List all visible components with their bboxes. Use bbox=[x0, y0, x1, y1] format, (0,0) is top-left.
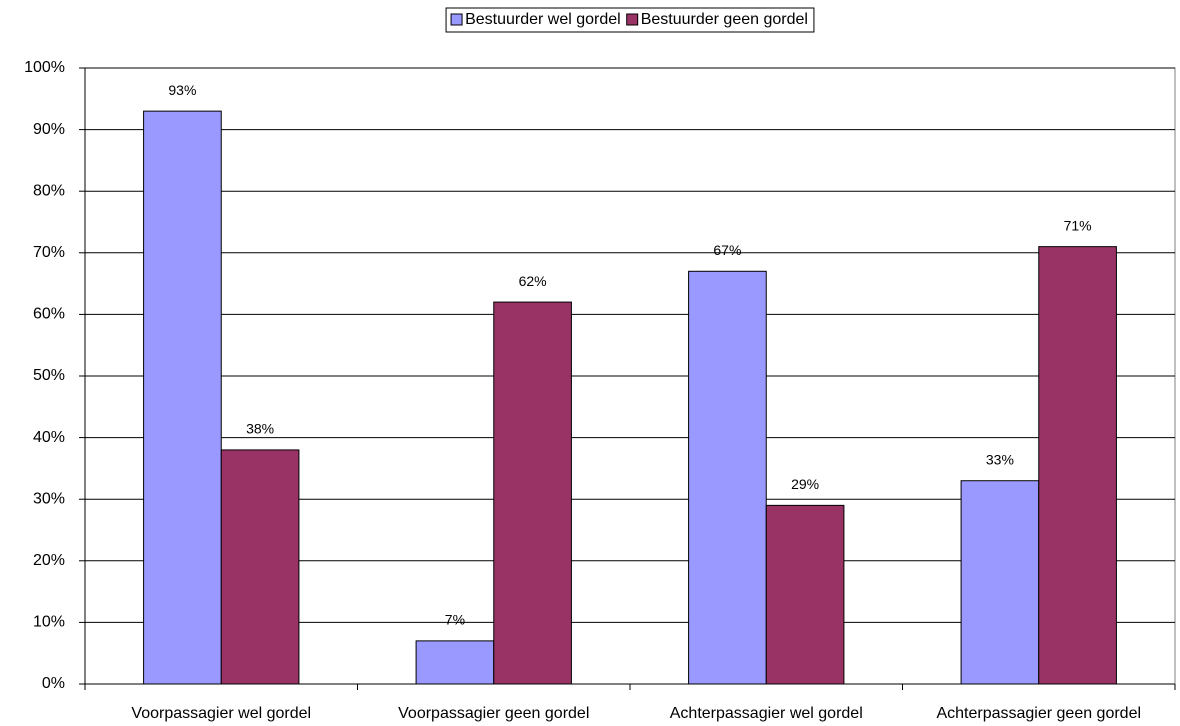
y-tick-label: 70% bbox=[33, 244, 65, 261]
y-tick-label: 60% bbox=[33, 306, 65, 323]
y-tick-label: 90% bbox=[33, 121, 65, 138]
bar bbox=[143, 110, 222, 685]
bar bbox=[493, 301, 572, 685]
value-label: 62% bbox=[519, 273, 547, 289]
value-label: 67% bbox=[713, 242, 741, 258]
legend-swatch bbox=[626, 13, 639, 26]
value-label: 71% bbox=[1064, 217, 1092, 233]
y-tick-label: 20% bbox=[33, 552, 65, 569]
legend-label: Bestuurder geen gordel bbox=[641, 11, 808, 28]
value-label: 33% bbox=[986, 451, 1014, 467]
value-label: 38% bbox=[246, 421, 274, 437]
y-tick-label: 100% bbox=[24, 59, 65, 76]
legend-swatch bbox=[450, 13, 463, 26]
x-tick-label: Voorpassagier geen gordel bbox=[398, 705, 589, 722]
y-tick-label: 40% bbox=[33, 429, 65, 446]
bar bbox=[960, 480, 1040, 685]
bar bbox=[688, 270, 767, 685]
y-tick-label: 80% bbox=[33, 182, 65, 199]
bar bbox=[1038, 246, 1117, 685]
value-label: 29% bbox=[791, 476, 819, 492]
bar bbox=[220, 449, 300, 685]
y-tick-label: 50% bbox=[33, 367, 65, 384]
legend-label: Bestuurder wel gordel bbox=[465, 11, 621, 28]
y-tick-label: 30% bbox=[33, 490, 65, 507]
y-tick-label: 10% bbox=[33, 614, 65, 631]
bar bbox=[765, 504, 845, 685]
value-label: 7% bbox=[445, 612, 465, 628]
x-tick-label: Voorpassagier wel gordel bbox=[131, 705, 311, 722]
y-tick-label: 0% bbox=[42, 675, 65, 692]
bar bbox=[415, 640, 495, 685]
x-tick-label: Achterpassagier wel gordel bbox=[670, 705, 863, 722]
x-tick-label: Achterpassagier geen gordel bbox=[936, 705, 1141, 722]
value-label: 93% bbox=[168, 82, 196, 98]
